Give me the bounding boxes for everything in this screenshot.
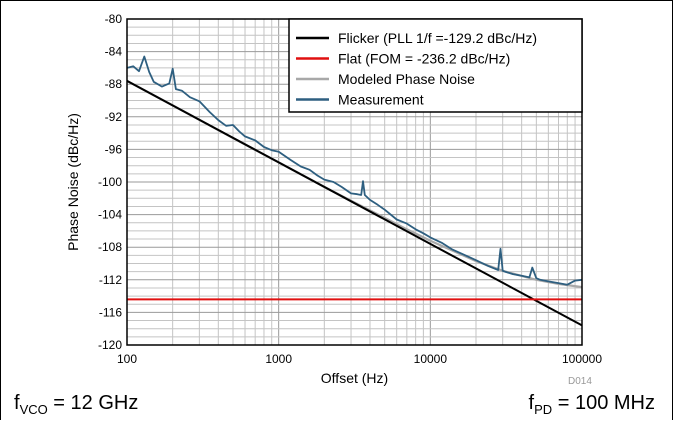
pd-note-symbol: f — [528, 392, 535, 414]
pd-note-value: = 100 MHz — [552, 392, 655, 414]
pd-note-subscript: PD — [534, 402, 553, 417]
y-axis-title: Phase Noise (dBc/Hz) — [65, 113, 81, 251]
legend-label: Flicker (PLL 1/f =-129.2 dBc/Hz) — [338, 30, 537, 46]
x-tick-label: 10000 — [414, 352, 448, 366]
vco-note-subscript: VCO — [19, 402, 48, 417]
y-tick-label: -116 — [99, 305, 122, 319]
y-tick-label: -104 — [98, 208, 122, 222]
y-tick-label: -84 — [105, 45, 123, 59]
pd-frequency-note: fPD = 100 MHz — [529, 392, 655, 421]
legend-label: Modeled Phase Noise — [338, 71, 475, 87]
y-tick-label: -96 — [105, 142, 123, 156]
legend-label: Flat (FOM = -236.2 dBc/Hz) — [338, 51, 510, 67]
y-tick-label: -120 — [98, 338, 122, 352]
y-tick-label: -88 — [105, 77, 123, 91]
x-tick-label: 100000 — [562, 352, 602, 366]
legend: Flicker (PLL 1/f =-129.2 dBc/Hz) Flat (FO… — [288, 18, 583, 113]
legend-label: Measurement — [338, 92, 424, 108]
y-tick-label: -100 — [98, 175, 122, 189]
vco-frequency-note: fVCO = 12 GHz — [14, 392, 138, 421]
x-axis-title: Offset (Hz) — [321, 370, 388, 386]
x-tick-label: 100 — [117, 352, 137, 366]
figure-id-label: D014 — [568, 376, 592, 387]
y-tick-label: -108 — [98, 240, 122, 254]
series-lines — [126, 55, 583, 327]
y-tick-label: -80 — [105, 12, 123, 26]
vco-note-value: = 12 GHz — [47, 392, 139, 414]
series-line-4 — [126, 55, 583, 286]
y-tick-label: -92 — [105, 110, 123, 124]
tick-labels: 100 1000 10000 100000 -80 -84 -88 -92 -96 -100 -10… — [98, 12, 602, 366]
series-line-1 — [126, 80, 583, 327]
x-tick-label: 1000 — [265, 352, 292, 366]
legend-box — [288, 18, 583, 113]
y-tick-label: -112 — [99, 273, 122, 287]
vco-note-symbol: f — [14, 392, 20, 414]
